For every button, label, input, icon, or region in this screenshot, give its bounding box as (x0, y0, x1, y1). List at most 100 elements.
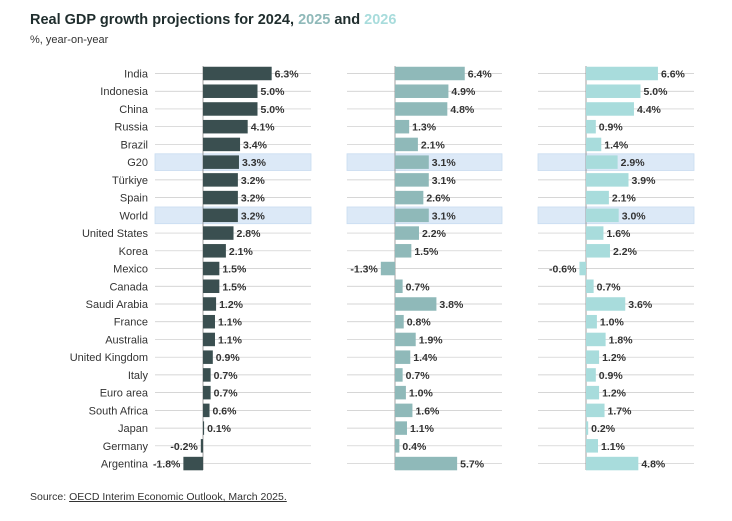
bar-2026-g20 (586, 155, 618, 169)
value-label-2024: 2.1% (229, 246, 254, 258)
value-label-2025: 1.6% (415, 405, 440, 417)
value-label-2024: 1.1% (218, 334, 243, 346)
bar-2025-japan (395, 421, 407, 435)
bar-2025-russia (395, 119, 410, 134)
category-label: Germany (103, 441, 149, 453)
value-label-2025: 0.4% (402, 441, 427, 453)
bar-2024-euro-area (203, 385, 211, 400)
bar-2024-united-kingdom (203, 350, 213, 364)
value-label-2024: 0.1% (207, 423, 232, 435)
bar-2025-india (395, 66, 465, 81)
bar-2026-italy (586, 368, 596, 382)
value-label-2025: 2.1% (421, 139, 446, 151)
value-label-2026: 1.4% (604, 139, 629, 151)
category-label: United Kingdom (70, 352, 148, 364)
category-label: Türkiye (112, 175, 148, 187)
value-label-2026: 1.0% (600, 317, 625, 329)
category-label: Japan (118, 423, 148, 435)
source-link[interactable]: OECD Interim Economic Outlook, March 202… (69, 491, 287, 503)
category-label: Indonesia (100, 86, 149, 98)
value-label-2025: 6.4% (468, 69, 493, 81)
value-label-2025: -1.3% (350, 264, 378, 276)
bar-2024-germany (200, 439, 203, 453)
value-label-2025: 4.8% (450, 104, 475, 116)
bar-2025-china (395, 102, 448, 116)
title-year-2024: 2024 (257, 12, 290, 28)
value-label-2025: 0.7% (406, 281, 431, 293)
value-label-2026: 1.2% (602, 352, 627, 364)
bar-2024-canada (203, 279, 220, 294)
bar-2025-south-africa (395, 403, 413, 418)
bar-2025-germany (395, 439, 400, 453)
bar-2025-g20 (395, 155, 429, 169)
value-label-2024: 1.5% (222, 264, 247, 276)
bar-2026-indonesia (586, 84, 641, 98)
value-label-2026: 3.6% (628, 299, 653, 311)
category-label: Italy (128, 370, 149, 382)
value-label-2024: 2.8% (237, 228, 262, 240)
value-label-2025: 3.1% (432, 175, 457, 187)
value-label-2024: 1.5% (222, 281, 247, 293)
title-year-2026: 2026 (364, 12, 397, 28)
bar-2024-brazil (203, 137, 241, 152)
bar-2026-spain (586, 190, 609, 205)
value-label-2026: 0.7% (597, 281, 622, 293)
bar-2026-united-kingdom (586, 350, 600, 364)
chart-subtitle: %, year-on-year (30, 34, 109, 46)
bar-2024-russia (203, 119, 248, 134)
bar-2025-canada (395, 279, 403, 294)
bar-2025-mexico (380, 261, 395, 276)
bar-2024-saudi-arabia (203, 297, 217, 311)
bar-2025-world (395, 208, 429, 223)
bar-2024-india (203, 66, 272, 81)
value-label-2025: 3.1% (432, 210, 457, 222)
value-label-2026: 0.9% (599, 122, 624, 134)
value-label-2025: 5.7% (460, 459, 485, 471)
category-label: Russia (114, 122, 149, 134)
value-label-2026: 2.1% (612, 193, 637, 205)
value-label-2025: 1.5% (414, 246, 439, 258)
value-label-2026: 3.0% (622, 210, 647, 222)
value-label-2025: 3.8% (439, 299, 464, 311)
bar-2026-south-africa (586, 403, 605, 418)
bar-2025-t-rkiye (395, 173, 429, 187)
bar-2024-france (203, 314, 215, 329)
bar-2024-t-rkiye (203, 173, 238, 187)
bar-2026-t-rkiye (586, 173, 629, 187)
value-label-2026: -0.6% (549, 264, 577, 276)
bar-2024-united-states (203, 226, 234, 240)
bar-2025-spain (395, 190, 424, 205)
value-label-2025: 4.9% (451, 86, 476, 98)
bar-2026-france (586, 314, 597, 329)
value-label-2025: 1.1% (410, 423, 435, 435)
category-label: World (119, 210, 148, 222)
title-year-2025: 2025 (298, 12, 331, 28)
value-label-2024: 5.0% (261, 104, 286, 116)
bar-2026-russia (586, 119, 596, 134)
category-label: South Africa (89, 405, 149, 417)
value-label-2026: 3.9% (632, 175, 657, 187)
bar-2026-united-states (586, 226, 604, 240)
value-label-2024: 1.2% (219, 299, 244, 311)
value-label-2024: 0.7% (214, 388, 239, 400)
value-label-2025: 0.8% (407, 317, 432, 329)
bar-2026-australia (586, 332, 606, 347)
category-label: Australia (105, 334, 149, 346)
value-label-2024: 6.3% (275, 69, 300, 81)
bar-2026-china (586, 102, 634, 116)
category-label: Canada (109, 281, 148, 293)
bar-2025-italy (395, 368, 403, 382)
value-label-2024: -0.2% (170, 441, 198, 453)
source-note: Source: OECD Interim Economic Outlook, M… (30, 491, 287, 503)
bar-2025-euro-area (395, 385, 406, 400)
value-label-2024: 1.1% (218, 317, 243, 329)
category-label: Euro area (100, 388, 149, 400)
value-label-2025: 1.0% (409, 388, 434, 400)
value-label-2026: 0.9% (599, 370, 624, 382)
bar-2025-indonesia (395, 84, 449, 98)
value-label-2024: 4.1% (251, 122, 276, 134)
bar-2026-world (586, 208, 619, 223)
value-label-2026: 4.4% (637, 104, 662, 116)
category-label: Argentina (101, 459, 149, 471)
